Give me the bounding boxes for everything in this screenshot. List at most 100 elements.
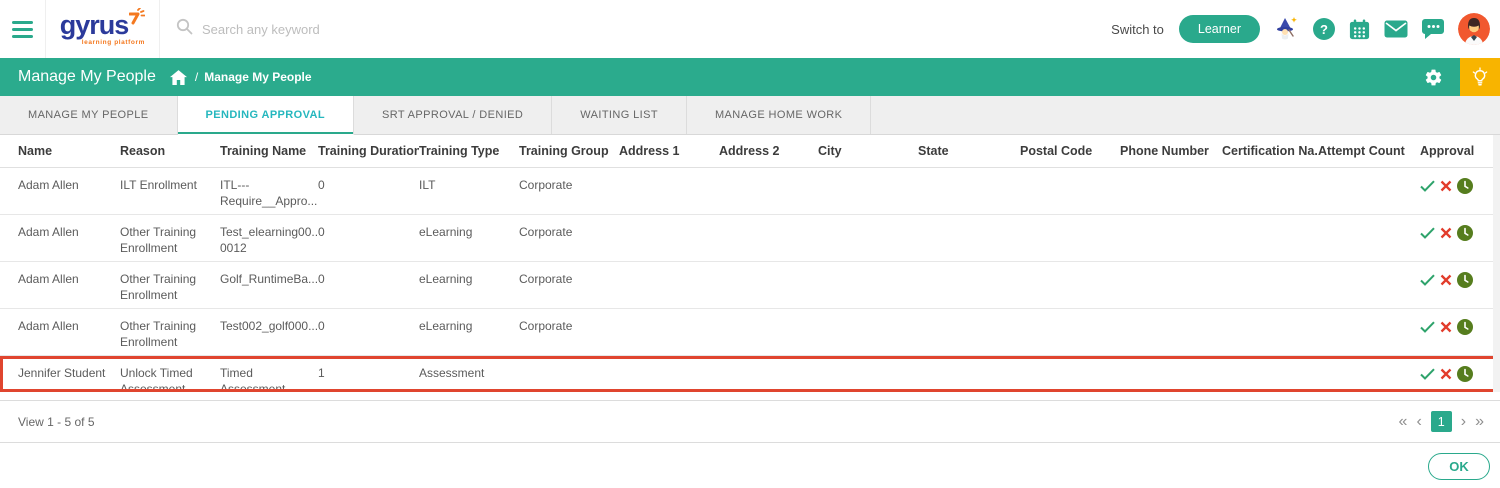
tab-manage-home-work[interactable]: MANAGE HOME WORK [687,96,872,134]
col-address-2: Address 2 [719,144,780,158]
pagination-first-icon[interactable]: « [1398,412,1408,430]
tab-waiting-list[interactable]: WAITING LIST [552,96,687,134]
pagination-last-icon[interactable]: » [1475,412,1484,430]
cell-name: Adam Allen [18,225,79,239]
cell-name: Jennifer Student [18,366,106,380]
wizard-assistant-icon[interactable] [1273,16,1300,42]
user-avatar[interactable] [1458,13,1490,45]
search-box [176,18,502,40]
col-approval: Approval [1420,144,1475,158]
approve-icon[interactable] [1420,274,1435,286]
approve-icon[interactable] [1420,368,1435,380]
cell-training-type: eLearning [419,319,473,333]
pagination-prev-icon[interactable]: ‹ [1416,412,1422,430]
page-title: Manage My People [18,68,156,85]
switch-to-label: Switch to [1111,21,1164,37]
calendar-icon[interactable] [1348,18,1371,41]
table-row[interactable]: Adam Allen Other Training Enrollment Tes… [0,309,1500,356]
approval-actions [1420,271,1500,288]
cell-reason: Other Training Enrollment [120,225,197,255]
pending-clock-icon[interactable] [1457,319,1473,335]
col-training-group: Training Group [519,144,609,158]
approval-actions [1420,365,1497,382]
approve-icon[interactable] [1420,321,1435,333]
cell-name: Adam Allen [18,178,79,192]
action-bar: OK [0,443,1500,488]
col-training-duration: Training Duration [318,144,419,158]
approval-actions [1420,318,1500,335]
cell-training-group: Corporate [519,272,573,286]
cell-training-group: Corporate [519,178,573,192]
chat-icon[interactable] [1421,18,1445,40]
switch-to-learner-button[interactable]: Learner [1178,15,1260,43]
pending-clock-icon[interactable] [1457,178,1473,194]
cell-training-name: Test002_golf000... [220,319,318,333]
table-row-selected[interactable]: Jennifer Student Unlock Timed Assessment… [0,356,1500,392]
pending-clock-icon[interactable] [1457,366,1473,382]
deny-icon[interactable] [1440,227,1452,239]
brand-logo[interactable]: gyrus learning platform [46,0,160,58]
deny-icon[interactable] [1440,180,1452,192]
cell-training-group: Corporate [519,225,573,239]
deny-icon[interactable] [1440,321,1452,333]
menu-icon[interactable] [0,0,46,58]
cell-training-name: Golf_RuntimeBa... [220,272,318,286]
cell-training-name: ITL--- Require__Appro... [220,178,318,208]
topbar-actions: Switch to Learner ? [1111,13,1500,45]
cell-reason: Unlock Timed Assessment [120,366,193,392]
cell-training-duration: 1 [318,366,325,380]
approve-icon[interactable] [1420,227,1435,239]
cell-reason: Other Training Enrollment [120,319,197,349]
table-scrollbar[interactable] [1493,135,1500,392]
pagination: « ‹ 1 › » [1399,411,1484,432]
cell-training-name: Test_elearning00... 0012 [220,225,318,255]
page-header-bar: Manage My People / Manage My People [0,58,1500,96]
pagination-next-icon[interactable]: › [1460,412,1467,430]
cell-training-name: Timed Assessment [220,366,286,392]
cell-training-type: eLearning [419,225,473,239]
tips-lightbulb-button[interactable] [1460,58,1500,96]
col-certification-name: Certification Na... [1222,144,1318,158]
mail-icon[interactable] [1384,20,1408,38]
col-training-type: Training Type [419,144,500,158]
col-state: State [918,144,949,158]
col-attempt-count: Attempt Count [1318,144,1405,158]
col-reason: Reason [120,144,166,158]
pending-clock-icon[interactable] [1457,272,1473,288]
pagination-page-1[interactable]: 1 [1430,411,1452,432]
help-icon[interactable]: ? [1313,18,1335,40]
deny-icon[interactable] [1440,274,1452,286]
home-icon[interactable] [169,69,187,85]
col-training-name: Training Name [220,144,307,158]
cell-training-duration: 0 [318,272,325,286]
cell-training-type: eLearning [419,272,473,286]
topbar: gyrus learning platform Switch to Learne… [0,0,1500,58]
col-phone-number: Phone Number [1120,144,1209,158]
table-row[interactable]: Adam Allen Other Training Enrollment Gol… [0,262,1500,309]
deny-icon[interactable] [1440,368,1452,380]
tab-srt-approval-denied[interactable]: SRT APPROVAL / DENIED [354,96,553,134]
tab-pending-approval[interactable]: PENDING APPROVAL [177,96,354,135]
ok-button[interactable]: OK [1428,452,1490,480]
table-row[interactable]: Adam Allen ILT Enrollment ITL--- Require… [0,168,1500,215]
breadcrumb-current[interactable]: Manage My People [204,70,312,84]
approval-actions [1420,224,1500,241]
pending-clock-icon[interactable] [1457,225,1473,241]
col-city: City [818,144,842,158]
settings-gear-icon[interactable] [1424,68,1443,87]
tab-manage-my-people[interactable]: MANAGE MY PEOPLE [0,96,178,134]
col-address-1: Address 1 [619,144,680,158]
table-header-row: Name Reason Training Name Training Durat… [0,135,1500,168]
cell-training-group: Corporate [519,319,573,333]
tab-bar: MANAGE MY PEOPLE PENDING APPROVAL SRT AP… [0,96,1500,135]
approval-actions [1420,177,1500,194]
table-row[interactable]: Adam Allen Other Training Enrollment Tes… [0,215,1500,262]
approve-icon[interactable] [1420,180,1435,192]
search-icon [176,18,193,40]
cell-training-type: ILT [419,178,436,192]
cell-training-duration: 0 [318,319,325,333]
list-footer: View 1 - 5 of 5 « ‹ 1 › » [0,400,1500,443]
cell-name: Adam Allen [18,319,79,333]
search-input[interactable] [202,21,502,37]
view-count-text: View 1 - 5 of 5 [18,414,95,429]
